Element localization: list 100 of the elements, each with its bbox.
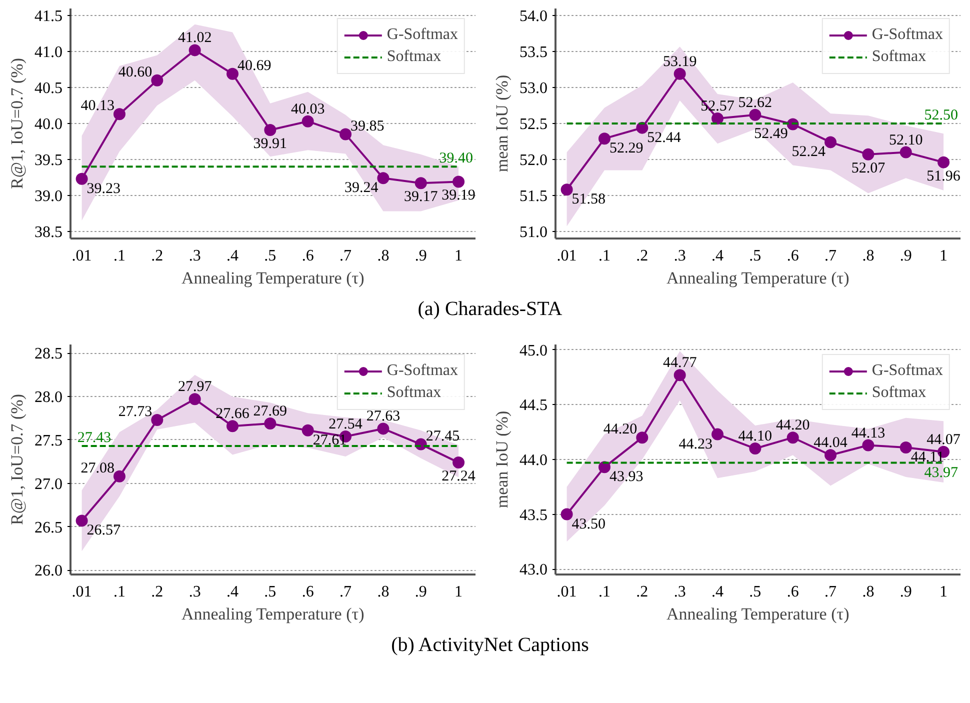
x-tick-label: .4 <box>226 584 238 600</box>
data-label: 27.73 <box>118 404 152 420</box>
data-label: 52.07 <box>851 160 886 176</box>
point <box>226 420 238 432</box>
x-tick-label: .1 <box>598 584 610 600</box>
data-label: 27.43 <box>77 430 112 446</box>
x-tick-label: .01 <box>72 584 92 600</box>
point <box>862 439 874 452</box>
point <box>264 417 276 430</box>
data-label: 39.17 <box>404 189 438 206</box>
data-label: 40.03 <box>290 101 325 118</box>
point <box>340 128 352 140</box>
x-tick-label: .1 <box>113 248 126 264</box>
data-label: 43.50 <box>572 516 606 532</box>
x-tick-label: .6 <box>786 584 799 600</box>
x-tick-label: 1 <box>454 584 463 600</box>
point <box>113 108 126 120</box>
point <box>900 441 912 454</box>
y-tick-label: 44.5 <box>520 397 548 414</box>
y-tick-label: 52.0 <box>520 152 548 169</box>
legend-label: Softmax <box>386 384 442 402</box>
y-tick-label: 27.5 <box>34 432 62 450</box>
legend-label: G-Softmax <box>386 26 458 44</box>
x-tick-label: .6 <box>786 248 799 264</box>
data-label: 27.24 <box>442 468 476 485</box>
point <box>824 449 837 462</box>
data-label: 53.19 <box>662 54 697 70</box>
x-axis-title: Annealing Temperature (τ) <box>181 604 364 624</box>
point <box>151 74 164 86</box>
data-label: 44.10 <box>738 428 772 445</box>
x-tick-label: .6 <box>302 248 314 264</box>
point <box>264 124 276 136</box>
point <box>749 108 762 121</box>
x-tick-label: .3 <box>674 248 686 264</box>
point <box>302 115 314 128</box>
y-tick-label: 39.5 <box>34 152 62 169</box>
x-axis-title: Annealing Temperature (τ) <box>181 268 364 288</box>
point <box>862 148 874 160</box>
x-tick-label: .7 <box>824 248 837 264</box>
point <box>712 112 724 124</box>
data-label: 27.97 <box>178 379 212 396</box>
point <box>786 432 799 444</box>
data-label: 44.07 <box>926 432 961 448</box>
x-tick-label: .4 <box>712 248 724 264</box>
x-tick-label: .01 <box>72 248 92 264</box>
point <box>113 470 126 482</box>
x-tick-label: .6 <box>302 584 314 600</box>
legend-label: Softmax <box>386 48 442 66</box>
y-tick-label: 51.0 <box>520 224 548 241</box>
x-tick-label: .2 <box>151 584 164 600</box>
point <box>598 132 610 145</box>
point <box>188 44 201 56</box>
x-tick-label: .2 <box>636 584 648 600</box>
data-label: 52.10 <box>888 132 923 148</box>
point <box>76 514 88 527</box>
point <box>938 156 950 168</box>
point <box>226 68 238 80</box>
point <box>452 456 465 469</box>
legend-label: Softmax <box>872 384 926 402</box>
data-label: 40.13 <box>80 98 114 114</box>
x-tick-label: 1 <box>940 248 948 264</box>
data-label: 27.66 <box>216 406 250 422</box>
point <box>377 172 390 184</box>
point <box>712 428 724 440</box>
point <box>302 424 314 436</box>
data-label: 44.77 <box>662 355 698 372</box>
point <box>151 414 164 426</box>
data-label: 41.02 <box>178 30 212 46</box>
y-tick-label: 27.0 <box>34 476 62 493</box>
data-label: 51.96 <box>926 168 961 184</box>
data-label: 27.08 <box>80 460 114 476</box>
x-axis-title: Annealing Temperature (τ) <box>666 604 850 624</box>
x-tick-label: .5 <box>264 248 276 264</box>
x-tick-label: .4 <box>226 248 238 264</box>
y-tick-label: 51.5 <box>520 188 548 205</box>
data-label: 52.62 <box>738 94 772 111</box>
data-label: 39.91 <box>253 136 288 152</box>
y-axis-title: mean IoU (%) <box>492 410 512 508</box>
data-label: 44.11 <box>910 449 944 466</box>
y-tick-label: 44.0 <box>520 452 548 469</box>
y-tick-label: 26.5 <box>34 519 62 536</box>
y-tick-label: 41.0 <box>34 44 62 62</box>
x-tick-label: .9 <box>900 248 912 264</box>
y-axis-title: R@1, IoU=0.7 (%) <box>8 58 26 189</box>
point <box>188 393 201 406</box>
data-label: 27.45 <box>426 428 460 444</box>
data-label: 26.57 <box>86 522 122 539</box>
data-label: 39.40 <box>439 150 473 167</box>
data-label: 52.29 <box>609 140 644 157</box>
x-tick-label: .4 <box>712 584 724 600</box>
point <box>900 146 912 158</box>
y-tick-label: 54.0 <box>520 8 548 26</box>
y-tick-label: 53.0 <box>520 80 548 98</box>
data-label: 52.44 <box>647 130 682 146</box>
point <box>377 422 390 435</box>
data-label: 39.23 <box>86 180 121 197</box>
data-label: 27.54 <box>328 416 363 432</box>
text: (a) Charades-STA <box>418 297 562 322</box>
y-axis-title: mean IoU (%) <box>492 74 512 172</box>
data-label: 40.69 <box>238 58 272 74</box>
